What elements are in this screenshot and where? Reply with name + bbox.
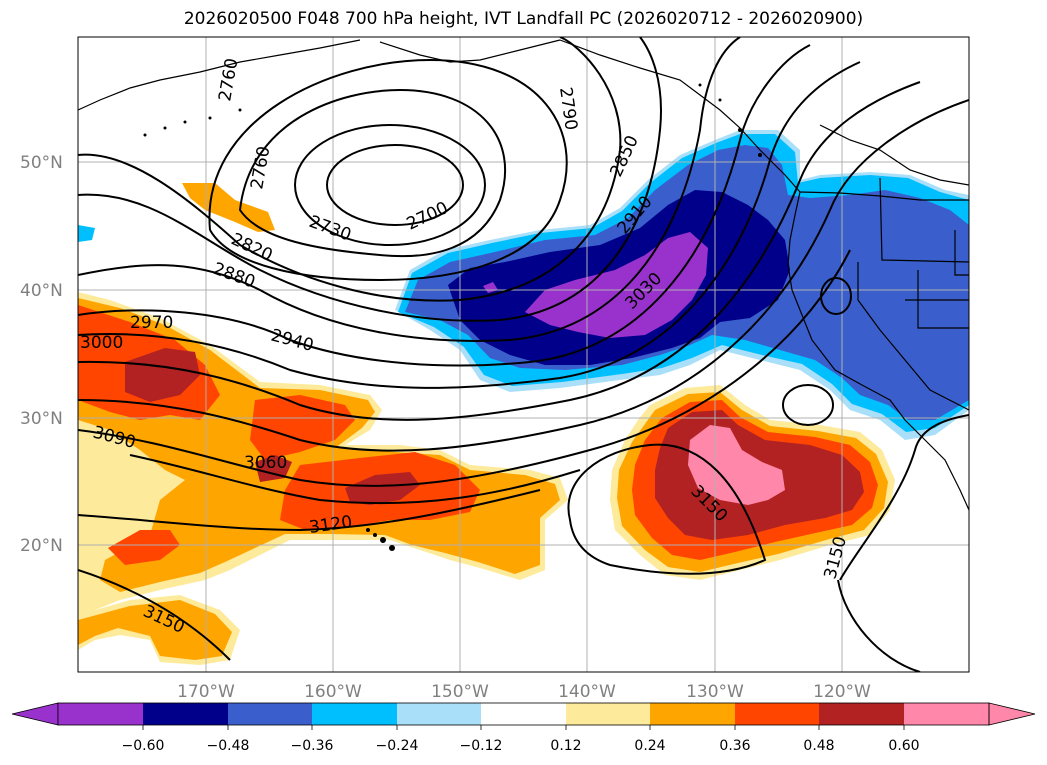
colorbar-bin-2 bbox=[143, 703, 228, 725]
graticule bbox=[78, 37, 969, 672]
contour-3150-east bbox=[567, 443, 767, 575]
colorbar-extend-high bbox=[988, 702, 1036, 726]
lat-label-20n: 20°N bbox=[20, 536, 63, 556]
contour-2730 bbox=[294, 124, 486, 246]
contour-3150-south bbox=[837, 579, 921, 672]
colorbar-tick-6: 0.12 bbox=[550, 738, 581, 754]
lat-label-40n: 40°N bbox=[20, 281, 63, 301]
contour-label-3000: 3000 bbox=[80, 333, 123, 353]
colorbar-tick-3: −0.36 bbox=[291, 738, 334, 754]
map-frame bbox=[77, 36, 970, 673]
colorbar-tick-1: −0.60 bbox=[122, 738, 165, 754]
colorbar: −0.60 −0.48 −0.36 −0.24 −0.12 0.12 0.24 … bbox=[11, 702, 1036, 754]
contour-2790 bbox=[208, 58, 568, 282]
islands bbox=[143, 83, 762, 551]
contour-3060 bbox=[129, 454, 581, 505]
contour-3030 bbox=[78, 249, 851, 487]
contour-3150-southeast bbox=[839, 414, 969, 581]
colorbar-bin-7 bbox=[566, 703, 650, 725]
longitude-labels: 170°W 160°W 150°W 140°W 130°W 120°W bbox=[177, 682, 871, 702]
contour-2940 bbox=[78, 61, 861, 389]
lat-label-30n: 30°N bbox=[20, 409, 63, 429]
contour-2760 bbox=[238, 88, 506, 258]
colorbar-extend-low bbox=[11, 702, 59, 726]
colorbar-tick-4: −0.24 bbox=[376, 738, 419, 754]
contour-closed-coast bbox=[820, 277, 852, 315]
coastlines bbox=[78, 39, 969, 511]
colorbar-tick-9: 0.48 bbox=[803, 738, 834, 754]
pos-region-west-darkred bbox=[125, 348, 200, 402]
contour-2820 bbox=[78, 37, 622, 302]
colorbar-bin-4 bbox=[312, 703, 397, 725]
lon-label-140w: 140°W bbox=[558, 682, 616, 702]
lat-label-50n: 50°N bbox=[20, 153, 63, 173]
pos-region-west-red-2 bbox=[250, 395, 355, 460]
height-contours bbox=[78, 37, 969, 672]
lon-label-120w: 120°W bbox=[813, 682, 871, 702]
contour-2880 bbox=[78, 37, 741, 342]
colorbar-bin-9 bbox=[735, 703, 819, 725]
colorbar-bin-5 bbox=[397, 703, 481, 725]
lon-label-170w: 170°W bbox=[177, 682, 235, 702]
contour-closed-small bbox=[782, 384, 834, 426]
colorbar-tick-10: 0.60 bbox=[888, 738, 919, 754]
colorbar-tick-5: −0.12 bbox=[460, 738, 503, 754]
colorbar-tick-2: −0.48 bbox=[207, 738, 250, 754]
contour-label-2970: 2970 bbox=[130, 313, 173, 333]
pos-region-west-darkred-3 bbox=[345, 472, 420, 505]
neg-region-purple bbox=[525, 232, 708, 338]
contour-2850 bbox=[78, 37, 662, 322]
contour-3000 bbox=[78, 99, 969, 452]
colorbar-bin-8 bbox=[650, 703, 735, 725]
colorbar-tick-7: 0.24 bbox=[634, 738, 665, 754]
contour-2910 bbox=[78, 44, 811, 367]
colorbar-tick-8: 0.36 bbox=[719, 738, 750, 754]
colorbar-bin-3 bbox=[228, 703, 312, 725]
lon-label-160w: 160°W bbox=[304, 682, 362, 702]
pos-region-north-orange bbox=[182, 183, 275, 232]
contour-2970 bbox=[78, 81, 921, 421]
colorbar-bin-10 bbox=[819, 703, 904, 725]
lon-label-130w: 130°W bbox=[686, 682, 744, 702]
latitude-labels: 50°N 40°N 30°N 20°N bbox=[20, 153, 63, 556]
contour-3090 bbox=[78, 489, 541, 532]
contour-2700 bbox=[326, 144, 464, 226]
neg-region-cyan-west bbox=[78, 225, 95, 242]
colorbar-bin-6 bbox=[481, 703, 566, 725]
contour-3120 bbox=[78, 569, 231, 661]
map-title: 2026020500 F048 700 hPa height, IVT Land… bbox=[183, 9, 864, 29]
pos-region-east-pink bbox=[688, 425, 785, 505]
colorbar-bin-1 bbox=[58, 703, 143, 725]
pos-region-west-orange-strip bbox=[78, 600, 232, 660]
contour-label-3060: 3060 bbox=[244, 453, 287, 473]
pos-region-west-red-4 bbox=[108, 530, 180, 565]
lon-label-150w: 150°W bbox=[431, 682, 489, 702]
colorbar-bin-11 bbox=[904, 703, 989, 725]
